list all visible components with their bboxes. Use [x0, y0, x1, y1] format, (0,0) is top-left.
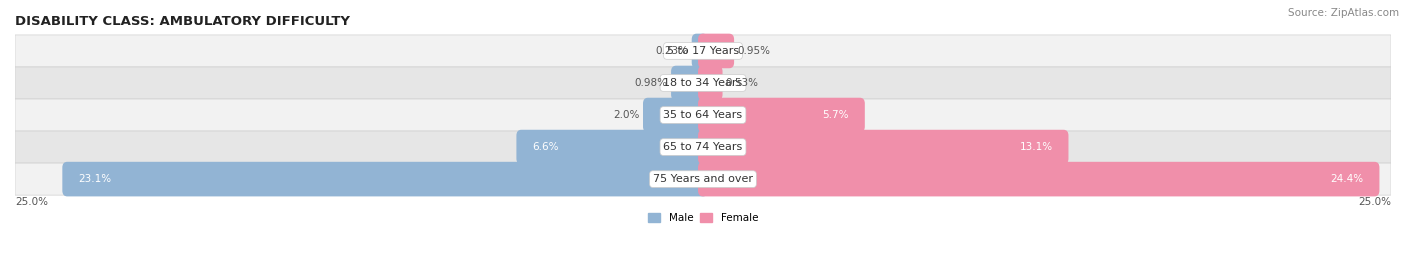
Text: 0.23%: 0.23%: [655, 46, 689, 56]
Text: 2.0%: 2.0%: [613, 110, 640, 120]
Text: 5 to 17 Years: 5 to 17 Years: [666, 46, 740, 56]
Text: 75 Years and over: 75 Years and over: [652, 174, 754, 184]
Text: 35 to 64 Years: 35 to 64 Years: [664, 110, 742, 120]
FancyBboxPatch shape: [15, 35, 1391, 67]
Text: 6.6%: 6.6%: [533, 142, 558, 152]
FancyBboxPatch shape: [62, 162, 709, 196]
FancyBboxPatch shape: [643, 98, 709, 132]
FancyBboxPatch shape: [15, 67, 1391, 99]
Text: 23.1%: 23.1%: [79, 174, 111, 184]
FancyBboxPatch shape: [15, 99, 1391, 131]
Text: 13.1%: 13.1%: [1019, 142, 1053, 152]
Text: 0.98%: 0.98%: [634, 78, 668, 88]
Text: 24.4%: 24.4%: [1330, 174, 1364, 184]
FancyBboxPatch shape: [697, 66, 723, 100]
Text: Source: ZipAtlas.com: Source: ZipAtlas.com: [1288, 8, 1399, 18]
Text: 18 to 34 Years: 18 to 34 Years: [664, 78, 742, 88]
Text: 25.0%: 25.0%: [1358, 197, 1391, 207]
FancyBboxPatch shape: [671, 66, 709, 100]
Text: 0.95%: 0.95%: [737, 46, 770, 56]
Text: 65 to 74 Years: 65 to 74 Years: [664, 142, 742, 152]
FancyBboxPatch shape: [15, 131, 1391, 163]
Text: DISABILITY CLASS: AMBULATORY DIFFICULTY: DISABILITY CLASS: AMBULATORY DIFFICULTY: [15, 15, 350, 28]
FancyBboxPatch shape: [15, 163, 1391, 195]
FancyBboxPatch shape: [516, 130, 709, 164]
Text: 0.53%: 0.53%: [725, 78, 759, 88]
FancyBboxPatch shape: [697, 34, 734, 68]
FancyBboxPatch shape: [697, 162, 1379, 196]
FancyBboxPatch shape: [697, 130, 1069, 164]
Legend: Male, Female: Male, Female: [644, 209, 762, 228]
FancyBboxPatch shape: [692, 34, 709, 68]
FancyBboxPatch shape: [697, 98, 865, 132]
Text: 25.0%: 25.0%: [15, 197, 48, 207]
Text: 5.7%: 5.7%: [823, 110, 849, 120]
